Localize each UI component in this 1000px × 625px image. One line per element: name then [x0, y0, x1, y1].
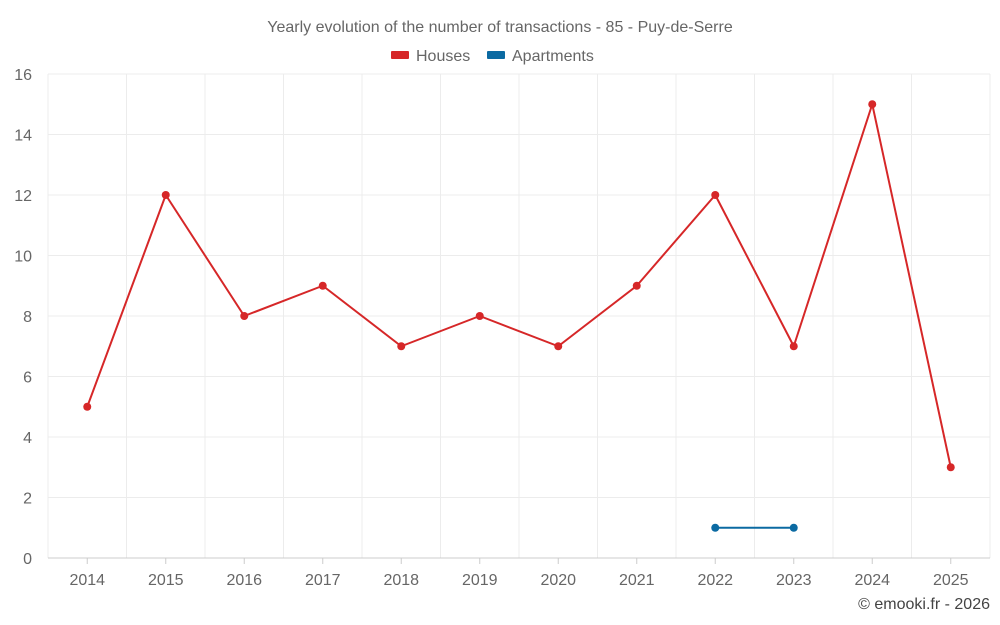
y-tick-label: 8	[23, 309, 32, 326]
y-tick-label: 2	[23, 491, 32, 508]
x-tick-label: 2023	[776, 572, 812, 589]
x-tick-label: 2022	[697, 572, 733, 589]
legend-label-apartments[interactable]: Apartments	[512, 48, 594, 65]
legend-label-houses[interactable]: Houses	[416, 48, 470, 65]
y-tick-label: 12	[14, 188, 32, 205]
data-point-houses	[83, 402, 92, 411]
data-point-houses	[868, 100, 877, 109]
legend-swatch-houses	[391, 51, 409, 59]
axes: 0 2 4 6 8 10 12 14 16 2014 2015 2016 2017 2018 2019 202…	[14, 67, 990, 589]
x-tick-label: 2024	[854, 572, 890, 589]
y-tick-label: 0	[23, 551, 32, 568]
y-tick-label: 14	[14, 128, 32, 145]
data-point-houses	[397, 342, 406, 351]
data-point-houses	[789, 342, 798, 351]
x-tick-label: 2020	[540, 572, 576, 589]
x-tick-label: 2014	[69, 572, 105, 589]
x-tick-label: 2015	[148, 572, 184, 589]
data-point-houses	[318, 281, 327, 290]
chart-title: Yearly evolution of the number of transa…	[267, 19, 733, 36]
series	[83, 100, 955, 532]
data-point-houses	[554, 342, 563, 351]
y-tick-label: 4	[23, 430, 32, 447]
legend-swatch-apartments	[487, 51, 505, 59]
y-tick-label: 10	[14, 249, 32, 266]
x-tick-label: 2019	[462, 572, 498, 589]
y-tick-label: 6	[23, 370, 32, 387]
data-point-apartments	[711, 523, 720, 532]
data-point-apartments	[789, 523, 798, 532]
x-tick-label: 2017	[305, 572, 341, 589]
data-point-houses	[632, 281, 641, 290]
data-point-houses	[161, 191, 170, 199]
credit-text: © emooki.fr - 2026	[858, 596, 990, 613]
grid	[47, 73, 991, 559]
x-tick-label: 2021	[619, 572, 655, 589]
x-tick-label: 2016	[226, 572, 262, 589]
data-point-houses	[946, 463, 955, 472]
series-line-houses	[86, 103, 952, 468]
data-point-houses	[711, 191, 720, 199]
x-tick-label: 2018	[383, 572, 419, 589]
data-point-houses	[475, 312, 484, 320]
x-tick-label: 2025	[933, 572, 969, 589]
y-tick-label: 16	[14, 67, 32, 84]
legend: Houses Apartments	[391, 48, 594, 65]
data-point-houses	[240, 312, 249, 320]
